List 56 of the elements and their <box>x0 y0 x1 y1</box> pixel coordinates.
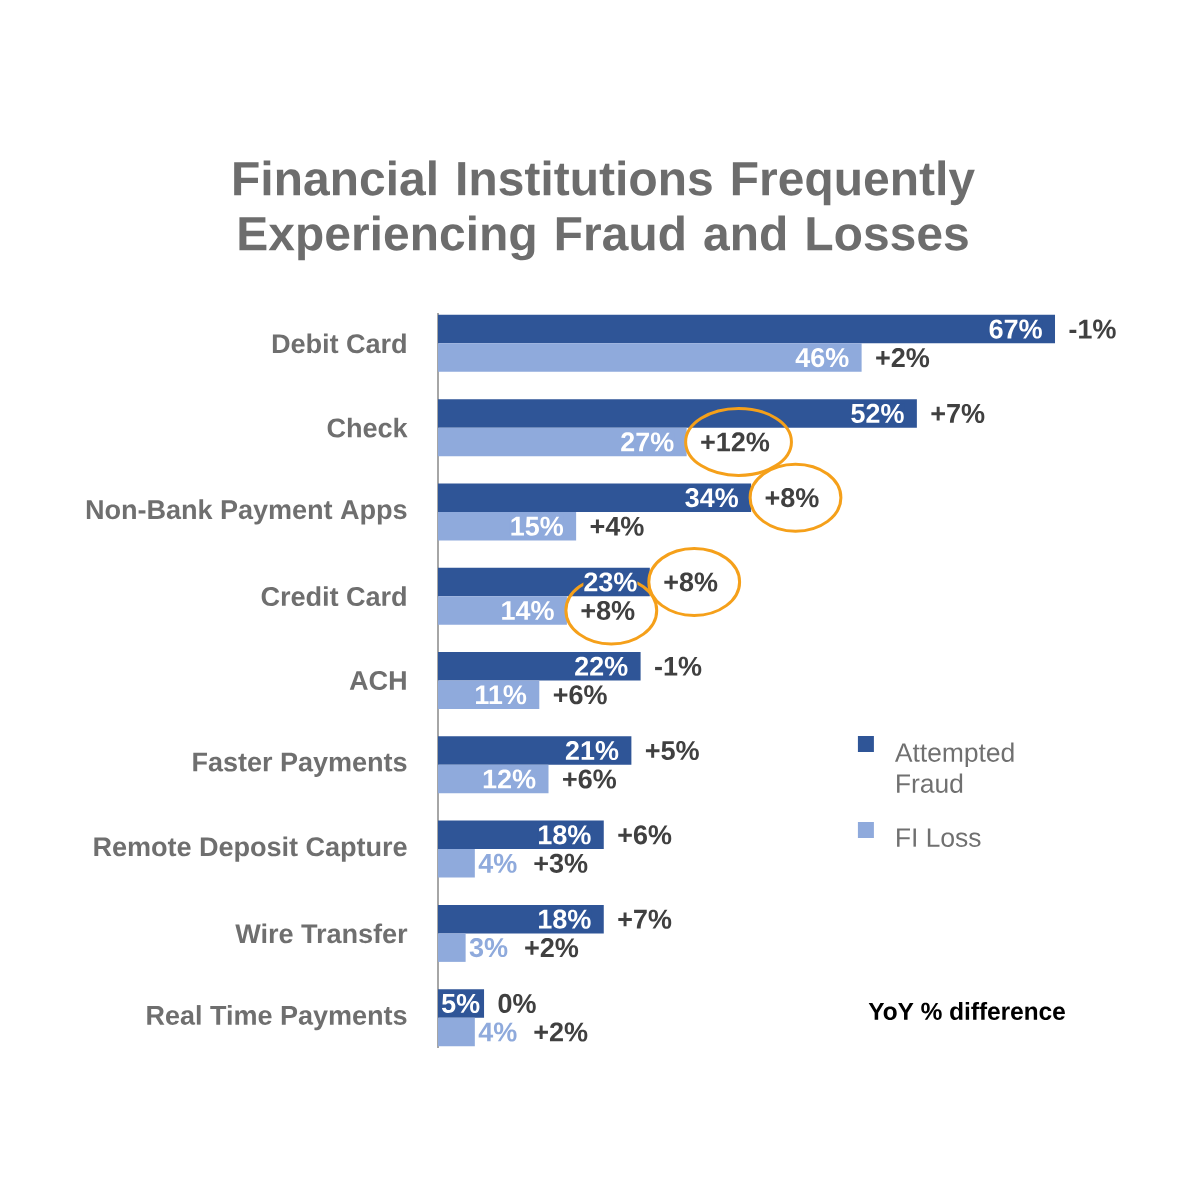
data-label: 34% <box>685 488 738 508</box>
annotation: +5% <box>645 741 699 761</box>
data-label: 27% <box>621 432 674 452</box>
annotation: +8% <box>664 572 718 592</box>
y-tick-label: Faster Payments <box>193 752 407 777</box>
annotation: +6% <box>563 769 616 789</box>
data-label: 14% <box>502 600 554 620</box>
data-label: 18% <box>539 825 591 845</box>
data-label: 4% <box>478 1022 517 1042</box>
annotation: -1% <box>1069 319 1116 339</box>
legend-label: Attempted Fraud <box>894 742 1014 793</box>
chart-title: Financial Institutions Frequently Experiencing Fraud and Losses <box>234 160 975 261</box>
annotation: +8% <box>581 600 635 621</box>
annotation: 0% <box>498 993 536 1013</box>
data-label: 67% <box>989 319 1042 339</box>
y-tick-label: Credit Card <box>261 586 406 607</box>
annotation: +2% <box>876 348 930 368</box>
bar <box>438 1017 475 1047</box>
data-label: 18% <box>539 909 591 929</box>
bar <box>438 399 917 428</box>
annotation: +12% <box>701 432 770 452</box>
data-label: 22% <box>575 656 628 676</box>
y-tick-label: Check <box>327 417 408 438</box>
data-label: 3% <box>469 938 508 958</box>
bar <box>438 849 475 878</box>
y-tick-label: ACH <box>349 670 406 691</box>
bar <box>438 343 862 372</box>
data-label: 21% <box>565 741 619 761</box>
data-label: 12% <box>483 769 536 789</box>
annotation: +6% <box>553 685 607 705</box>
bar <box>438 314 1056 344</box>
y-tick-label: Non-Bank Payment Apps <box>86 499 407 525</box>
data-label: 46% <box>795 348 849 368</box>
data-label: 23% <box>584 572 637 592</box>
data-label: 52% <box>851 403 904 423</box>
annotation: +7% <box>618 909 672 929</box>
y-tick-label: Real Time Payments <box>147 1005 407 1031</box>
y-tick-label: Remote Deposit Capture <box>94 836 407 862</box>
y-tick-label: Wire Transfer <box>235 923 408 944</box>
annotation: +8% <box>765 488 819 508</box>
bar <box>438 483 752 512</box>
bar <box>438 933 466 962</box>
annotation: YoY % difference <box>868 1002 1065 1020</box>
annotation: +2% <box>534 1022 588 1042</box>
y-tick-label: Debit Card <box>272 333 406 354</box>
annotation: -1% <box>655 656 702 676</box>
legend-label: FI Loss <box>897 828 981 847</box>
annotation: +2% <box>525 938 579 958</box>
annotation: +6% <box>618 825 672 845</box>
data-label: 5% <box>441 993 480 1013</box>
annotation: +3% <box>534 853 588 873</box>
annotation: +4% <box>590 516 644 536</box>
data-label: 15% <box>511 516 564 536</box>
data-label: 4% <box>478 853 517 873</box>
data-label: 11% <box>476 685 527 705</box>
annotation: +7% <box>931 403 985 423</box>
